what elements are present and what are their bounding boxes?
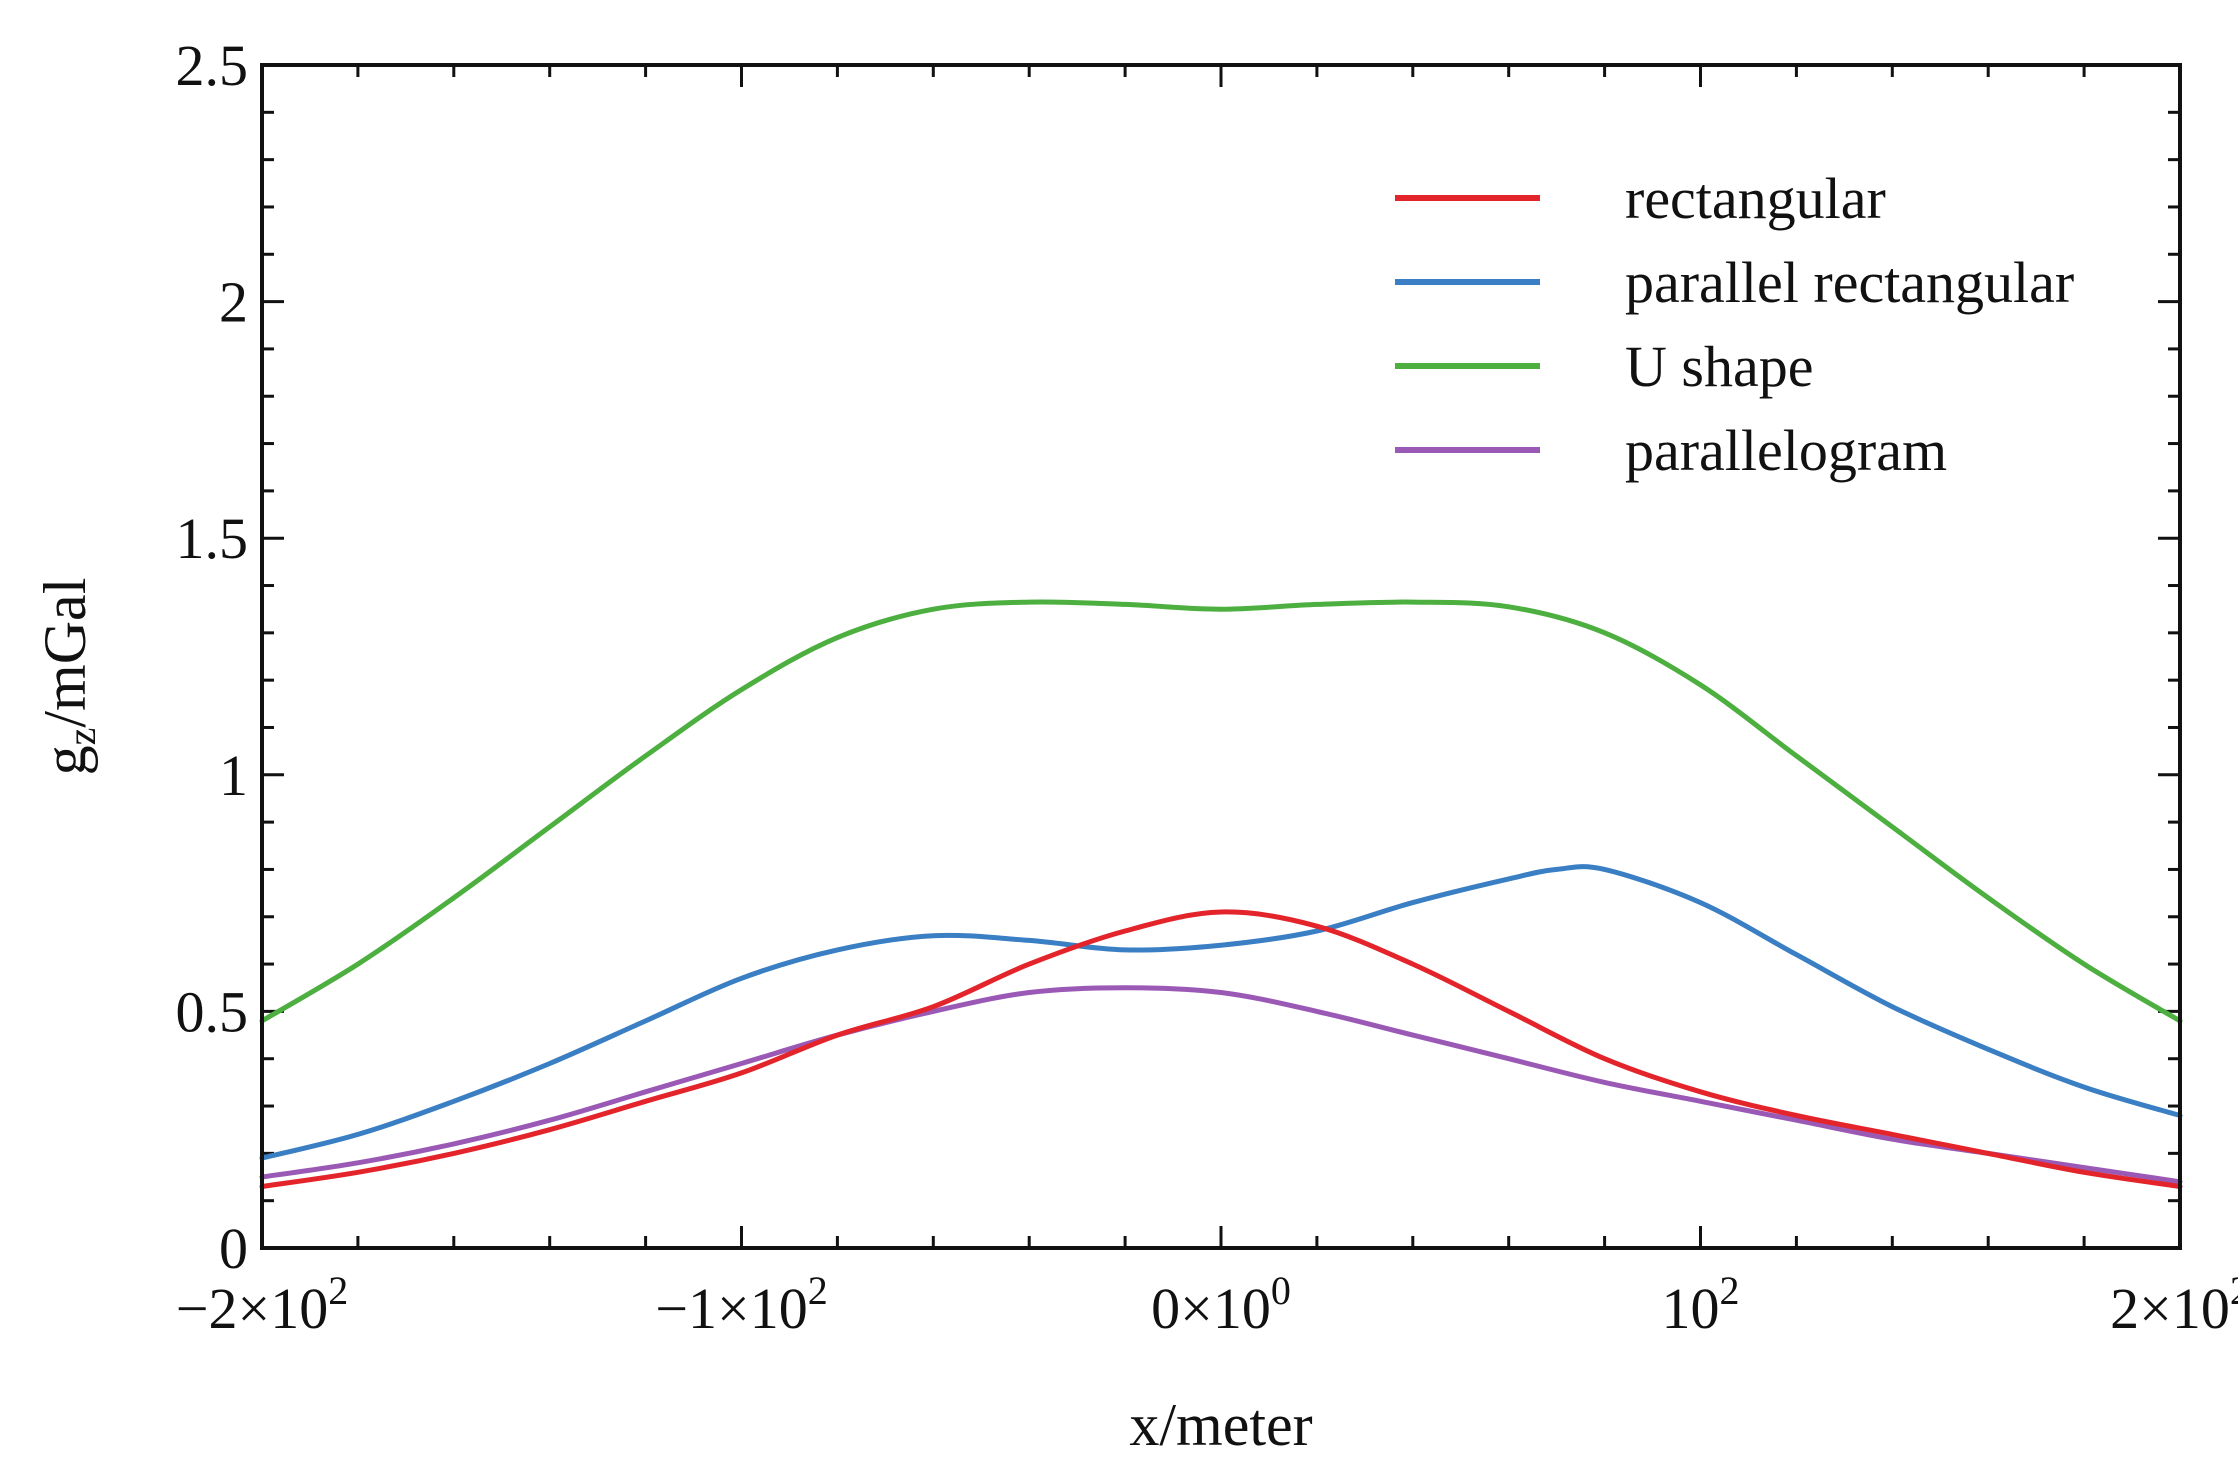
- y-tick-label: 1.5: [176, 506, 249, 571]
- legend-label: rectangular: [1625, 166, 1886, 231]
- y-tick-label: 2.5: [176, 33, 249, 98]
- y-tick-label: 0.5: [176, 979, 249, 1044]
- y-axis-title-base: g: [32, 745, 98, 775]
- series-line-rectangular: [259, 909, 2183, 1189]
- y-axis-title-subscript: z: [59, 728, 104, 746]
- x-tick-label: −2×102: [176, 1268, 348, 1341]
- x-tick-label: −1×102: [655, 1268, 827, 1341]
- legend-label: parallelogram: [1625, 418, 1947, 483]
- x-tick-label: 2×102: [2110, 1268, 2238, 1341]
- axis-ticks: [260, 63, 2182, 1250]
- y-axis-title-rest: /mGal: [32, 578, 98, 728]
- y-tick-labels: 0 0.5 1 1.5 2 2.5: [176, 33, 249, 1281]
- series-line-parallelogram: [259, 985, 2183, 1185]
- series-line-u-shape: [259, 599, 2183, 1024]
- legend-label: U shape: [1625, 334, 1813, 399]
- series-line-parallel-rectangular: [259, 864, 2183, 1161]
- legend-label: parallel rectangular: [1625, 250, 2074, 315]
- y-axis-title: gz/mGal: [32, 578, 104, 776]
- series-lines: [259, 599, 2183, 1189]
- x-tick-label: 0×100: [1151, 1268, 1291, 1341]
- legend: rectangular parallel rectangular U shape pa…: [1395, 166, 2074, 483]
- y-tick-label: 2: [219, 270, 248, 335]
- x-axis-title: x/meter: [1129, 1392, 1312, 1458]
- y-tick-label: 1: [219, 743, 248, 808]
- x-tick-label: 102: [1662, 1268, 1740, 1341]
- plot-frame: [260, 63, 2182, 1250]
- x-tick-labels: −2×102 −1×102 0×100 102 2×102: [176, 1268, 2238, 1341]
- y-tick-label: 0: [219, 1216, 248, 1281]
